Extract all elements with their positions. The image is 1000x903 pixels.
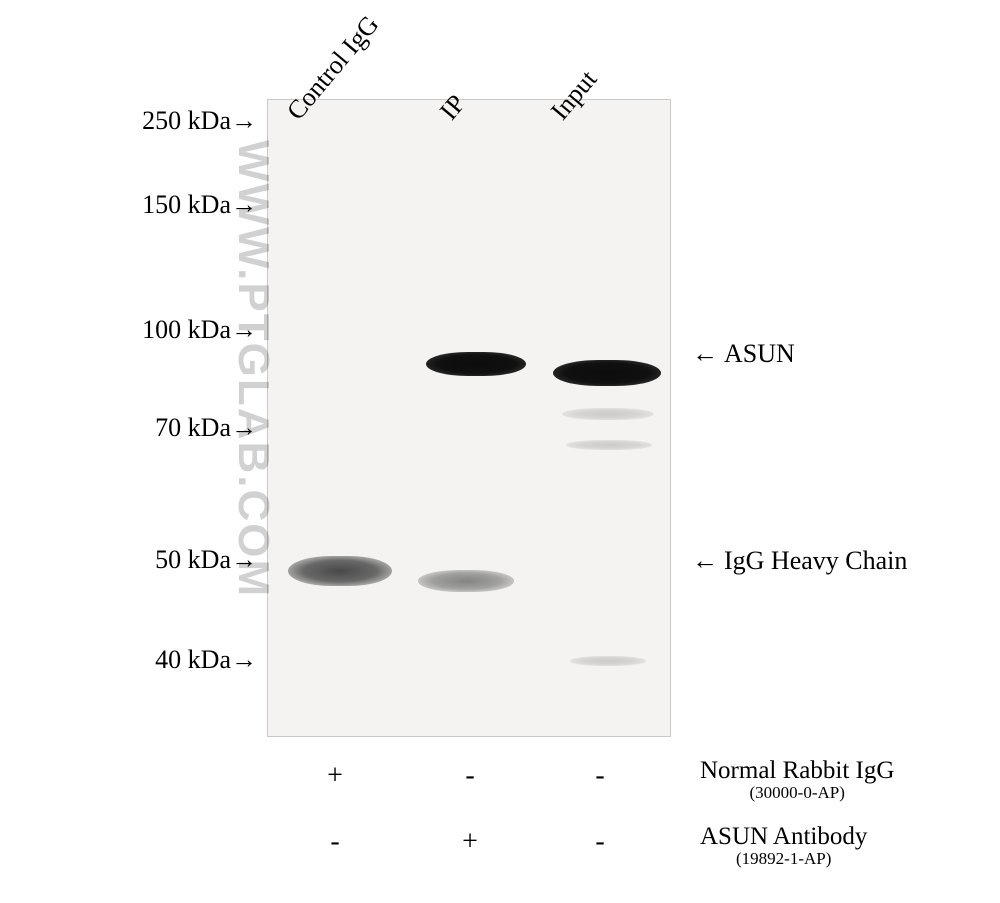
mw-text: 40 kDa [155,645,231,674]
condition-symbol: - [320,826,350,858]
condition-label: Normal Rabbit IgG(30000-0-AP) [700,758,894,802]
arrow-right-icon: → [231,190,257,220]
condition-label: ASUN Antibody(19892-1-AP) [700,824,867,868]
mw-text: 70 kDa [155,413,231,442]
mw-label-100: 100 kDa→ [117,315,257,345]
band-igg-ip [418,570,514,592]
condition-symbol: + [320,760,350,792]
band-annotation-label: IgG Heavy Chain [724,546,907,575]
arrow-right-icon: → [231,315,257,345]
band-ns-input-1 [562,408,654,420]
condition-name: ASUN Antibody [700,824,867,850]
band-annotation-label: ASUN [724,339,795,368]
band-ns-input-2 [566,440,652,450]
mw-label-50: 50 kDa→ [117,545,257,575]
mw-label-40: 40 kDa→ [117,645,257,675]
figure-stage: WWW.PTGLAB.COM 250 kDa→ 150 kDa→ 100 kDa… [0,0,1000,903]
condition-symbol: - [585,760,615,792]
mw-text: 100 kDa [142,315,231,344]
mw-text: 50 kDa [155,545,231,574]
condition-symbol: - [585,826,615,858]
band-ns-input-3 [570,656,646,666]
mw-label-250: 250 kDa→ [117,106,257,136]
condition-sub: (30000-0-AP) [700,784,894,802]
condition-symbol: - [455,760,485,792]
arrow-right-icon: → [231,545,257,575]
condition-name: Normal Rabbit IgG [700,758,894,784]
arrow-left-icon: ← [692,546,718,576]
mw-text: 250 kDa [142,106,231,135]
arrow-right-icon: → [231,413,257,443]
arrow-right-icon: → [231,106,257,136]
mw-label-150: 150 kDa→ [117,190,257,220]
band-igg-control [288,556,392,586]
arrow-right-icon: → [231,645,257,675]
mw-text: 150 kDa [142,190,231,219]
band-annotation-igg-heavy: ←IgG Heavy Chain [692,546,907,576]
band-asun-ip [426,352,526,376]
band-asun-input [553,360,661,386]
mw-label-70: 70 kDa→ [117,413,257,443]
condition-symbol: + [455,826,485,858]
band-annotation-asun: ←ASUN [692,339,795,369]
arrow-left-icon: ← [692,339,718,369]
condition-sub: (19892-1-AP) [700,850,867,868]
